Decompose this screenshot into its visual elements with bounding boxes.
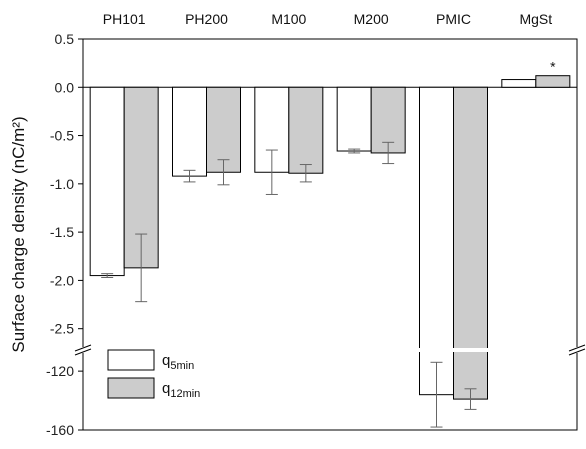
bar: [89, 86, 125, 277]
y-upper-tick-label: -2.0: [50, 272, 74, 288]
break-mark: [74, 344, 92, 352]
y-lower-tick-label: -120: [46, 363, 74, 379]
bar: [535, 75, 571, 88]
y-axis-title: Surface charge density (nC/m²): [9, 116, 28, 352]
category-label: PH101: [103, 11, 146, 27]
axis-break-gap: [84, 348, 576, 352]
bar: [172, 86, 207, 177]
bar: [501, 79, 537, 88]
category-label: M200: [354, 11, 389, 27]
legend-label: q5min: [162, 352, 194, 372]
break-mask: [569, 347, 585, 353]
break-mask: [75, 347, 91, 353]
y-upper-tick-label: 0.5: [55, 31, 75, 47]
break-mark: [568, 344, 586, 352]
significance-annotation: *: [550, 59, 556, 75]
bar: [453, 86, 488, 400]
break-mark: [568, 348, 586, 356]
bar: [288, 86, 324, 174]
legend-label: q12min: [162, 380, 200, 400]
category-label: MgSt: [519, 11, 552, 27]
plot-frame: [82, 38, 578, 431]
y-upper-tick-label: -0.5: [50, 128, 74, 144]
category-label: M100: [271, 11, 306, 27]
bar: [336, 86, 372, 152]
y-lower-tick-label: -160: [46, 422, 74, 438]
y-upper-tick-label: 0.0: [55, 79, 75, 95]
category-label: PMIC: [436, 11, 471, 27]
y-upper-tick-label: -2.5: [50, 321, 74, 337]
legend-swatch: [107, 377, 155, 399]
legend-swatch: [107, 349, 155, 371]
category-label: PH200: [185, 11, 228, 27]
y-upper-tick-label: -1.0: [50, 176, 74, 192]
break-mark: [74, 348, 92, 356]
y-upper-tick-label: -1.5: [50, 224, 74, 240]
